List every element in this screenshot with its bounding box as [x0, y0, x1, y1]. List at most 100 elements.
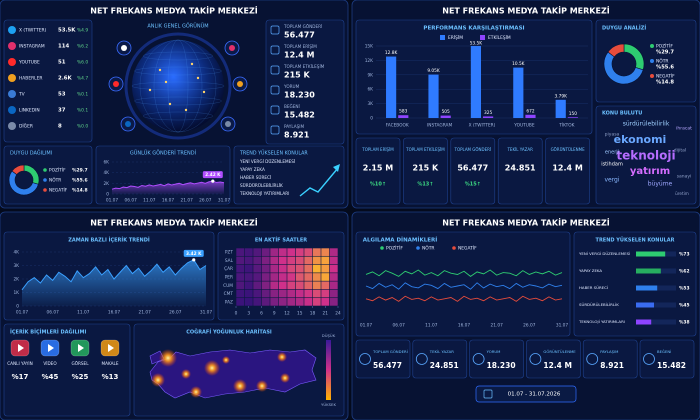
globe-lon — [167, 39, 189, 133]
heat-cell — [304, 289, 313, 298]
hotspot — [222, 356, 230, 364]
data-label: 9.05K — [427, 68, 440, 74]
row-label: PAZ — [225, 299, 233, 305]
stat-value: 56.477 — [284, 31, 315, 40]
panel-title: NET FREKANS MEDYA TAKİP MERKEZİ — [90, 6, 258, 16]
heat-cell — [295, 256, 304, 265]
format-glyph — [48, 344, 54, 352]
stat-value: 215 K — [284, 71, 310, 80]
panel-title: NET FREKANS MEDYA TAKİP MERKEZİ — [442, 6, 610, 16]
data-label: 150 — [569, 111, 577, 117]
stat-value: 215 K — [413, 164, 439, 173]
heat-cell — [287, 264, 296, 273]
hotspot — [181, 369, 191, 379]
peak-point — [211, 179, 215, 183]
x-tick-label: 3 — [247, 311, 250, 317]
x-tick-label: 31.07 — [556, 323, 569, 329]
stat-value: 12.4 M — [543, 361, 572, 370]
stat-value: 18.230 — [487, 361, 516, 370]
trend-item: SÜRDÜRÜLEBİLİRLİK — [240, 183, 283, 188]
heat-cell — [270, 298, 279, 306]
card — [355, 339, 411, 379]
platform-name: LINKEDIN — [19, 108, 40, 114]
heat-cell — [236, 256, 245, 265]
channel-dot — [121, 45, 127, 51]
legend-value: %29.7 — [72, 168, 88, 174]
card — [595, 105, 697, 205]
platform-change: %4.9 — [77, 28, 88, 34]
format-name: MAKALE — [102, 361, 119, 366]
stat-icon — [270, 25, 280, 35]
globe-lat — [131, 81, 225, 91]
donut-slice — [11, 164, 25, 176]
legend-dot — [650, 44, 654, 48]
card — [355, 231, 571, 337]
peak-badge — [202, 171, 223, 179]
section-title: ANLIK GENEL GÖRÜNÜM — [147, 23, 208, 30]
heat-cell — [236, 289, 245, 298]
row-label: ÇAR — [224, 266, 233, 272]
calendar-icon — [483, 389, 493, 399]
x-tick-label: 21.07 — [181, 198, 194, 204]
stat-label: GÖRÜNTÜLENME — [551, 147, 586, 152]
legend-label: POZİTİF — [656, 43, 673, 50]
heat-cell — [295, 298, 304, 306]
heat-cell — [270, 256, 279, 265]
format-glyph — [18, 344, 24, 352]
y-tick-label: 6K — [103, 160, 109, 166]
x-tick-label: X (TWITTER) — [469, 123, 496, 129]
area-fill — [112, 181, 224, 194]
heat-cell — [270, 264, 279, 273]
y-tick-label: 0 — [16, 304, 19, 310]
peak-badge — [183, 249, 204, 257]
cloud-word: yatırım — [630, 166, 670, 177]
globe-node — [196, 76, 200, 80]
row-label: PZT — [225, 250, 234, 256]
card — [233, 145, 345, 205]
stat-label: TEKİL YAZAR — [506, 147, 533, 152]
panel-title: NET FREKANS MEDYA TAKİP MERKEZİ — [90, 218, 258, 228]
legend-value: %55.6 — [656, 65, 674, 71]
x-tick-label: 21.07 — [491, 323, 504, 329]
legend-label: ETKİLEŞİM — [488, 34, 511, 41]
bar — [636, 268, 661, 274]
y-tick-label: 1K — [13, 290, 19, 296]
series-line — [365, 295, 563, 302]
section-title: PERFORMANS KARŞILAŞTIRMASI — [423, 26, 524, 32]
bar — [555, 99, 566, 118]
heat-cell — [244, 298, 253, 306]
heat-cell — [236, 264, 245, 273]
legend-dot — [650, 74, 654, 78]
heat-cell — [244, 273, 253, 281]
legend-dot — [380, 246, 384, 250]
heat-cell — [278, 256, 287, 265]
heat-cell — [261, 298, 270, 306]
x-tick-label: 11.07 — [425, 323, 438, 329]
globe-node — [184, 108, 188, 112]
globe-lon — [139, 39, 217, 133]
section-title: ALGILAMA DİNAMİKLERİ — [363, 237, 438, 244]
section-title: KONU BULUTU — [602, 111, 642, 117]
area-line — [111, 180, 225, 190]
heat-cell — [329, 256, 338, 265]
heat-cell — [253, 273, 262, 281]
donut-slice — [607, 43, 625, 58]
stat-value: 2.15 M — [363, 164, 394, 173]
peak-label: 2.42 K — [205, 172, 221, 178]
stat-change: %13↑ — [417, 182, 433, 188]
bar — [636, 285, 658, 291]
x-tick-label: 26.07 — [199, 198, 212, 204]
heat-cell — [321, 264, 330, 273]
heat-cell — [236, 298, 245, 306]
globe-node — [202, 90, 206, 94]
bar — [440, 115, 451, 118]
bar — [470, 46, 481, 118]
x-tick-label: 9 — [273, 311, 276, 317]
format-value: %25 — [72, 373, 89, 381]
stat-label: TEKİL YAZAR — [429, 349, 454, 354]
legend-value: %14.8 — [656, 80, 674, 86]
heat-cell — [321, 281, 330, 290]
heat-cell — [236, 248, 245, 256]
x-tick-label: 01.07 — [16, 310, 29, 316]
platform-value: 53.5K — [58, 28, 76, 34]
